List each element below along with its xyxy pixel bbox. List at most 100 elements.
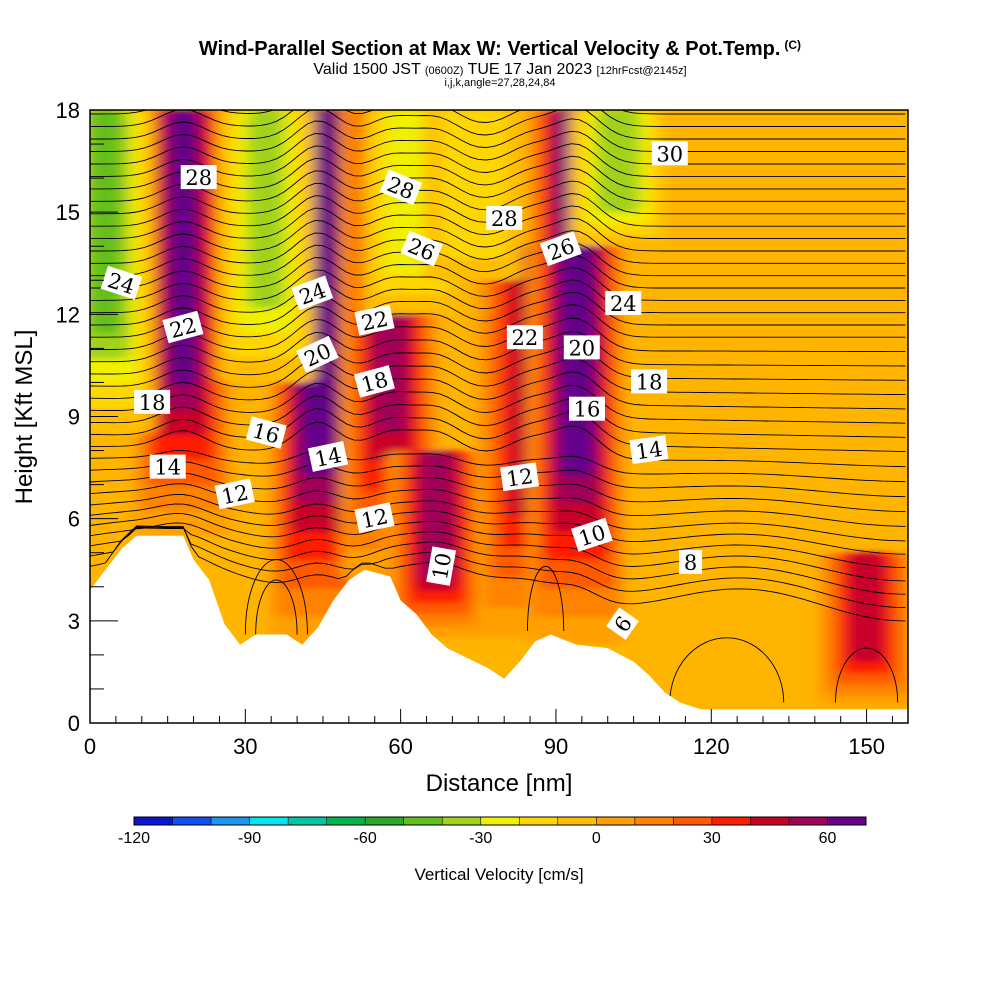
- colorbar-title: Vertical Velocity [cm/s]: [414, 865, 583, 884]
- contour-label: 14: [149, 454, 186, 480]
- contour-label-text: 14: [154, 456, 181, 480]
- contour-label-box: [569, 396, 605, 421]
- downdraft-column: [216, 110, 316, 383]
- contour-label-text: 8: [684, 551, 697, 575]
- contour-label: 18: [631, 369, 668, 394]
- contour-label: 18: [134, 389, 171, 415]
- contour-label-box: [400, 230, 443, 267]
- y-tick-label: 18: [56, 98, 80, 123]
- isentrope-loop: [669, 637, 785, 703]
- contour-label-text: 10: [428, 551, 456, 581]
- contour-label-box: [563, 335, 600, 360]
- isentrope: [90, 522, 906, 582]
- contour-label-box: [486, 206, 523, 230]
- contour-label-box: [149, 454, 186, 479]
- colorbar-swatch: [288, 817, 328, 825]
- contour-label: 12: [500, 462, 540, 492]
- contour-label-box: [605, 291, 642, 316]
- chart-title-text: Wind-Parallel Section at Max W: Vertical…: [198, 38, 781, 60]
- contour-label: 18: [353, 365, 395, 398]
- contour-label-text: 28: [185, 166, 212, 190]
- colorbar-swatch: [211, 817, 251, 825]
- contour-label: 30: [651, 141, 688, 166]
- x-tick-label: 90: [544, 734, 568, 759]
- contour-label: 14: [629, 435, 669, 464]
- x-tick-label: 0: [84, 734, 96, 759]
- isentrope-loop: [255, 579, 298, 635]
- contour-label-box: [506, 325, 543, 350]
- isentrope: [90, 382, 906, 424]
- colorbar: -120 -90 -60 -30 0 30 60: [118, 816, 867, 847]
- colorbar-swatch: [326, 817, 366, 825]
- colorbar-swatch: [172, 817, 212, 825]
- isentrope: [90, 118, 906, 152]
- y-tick-label: 0: [68, 711, 80, 736]
- contour-label-box: [631, 369, 668, 394]
- contour-label-box: [426, 546, 457, 586]
- terrain: [90, 535, 908, 723]
- grid-indices: i,j,k,angle=27,28,24,84: [444, 77, 556, 89]
- isentrope: [90, 168, 906, 202]
- valid-utc: (0600Z): [424, 65, 464, 77]
- contour-label: 12: [354, 502, 395, 533]
- contour-label-box: [291, 275, 334, 311]
- downdraft-band: [440, 110, 506, 259]
- chart-subtitle: Valid 1500 JST (0600Z) TUE 17 Jan 2023 […: [0, 61, 1000, 79]
- colorbar-tick-label: -90: [238, 830, 261, 847]
- contour-label-text: 24: [610, 292, 637, 316]
- isentrope: [90, 130, 906, 165]
- contour-label: 20: [563, 335, 600, 360]
- contour-label: 14: [307, 440, 349, 472]
- colorbar-swatch: [634, 817, 674, 825]
- contour-label-text: 20: [568, 336, 595, 360]
- contour-label-box: [162, 310, 204, 344]
- isentrope: [90, 370, 906, 410]
- isentrope: [90, 155, 906, 190]
- isentrope: [90, 525, 906, 622]
- contour-label-box: [629, 435, 669, 464]
- isentrope: [90, 421, 906, 468]
- downdraft-column: [90, 110, 155, 434]
- contour-label-box: [295, 335, 339, 373]
- colorbar-tick-label: -120: [118, 830, 150, 847]
- isentrope: [90, 331, 906, 367]
- contour-label-text: 12: [505, 464, 535, 491]
- colorbar-swatch: [596, 817, 636, 825]
- contour-label-text: 22: [359, 307, 390, 336]
- updraft-band: [420, 450, 454, 580]
- y-axis-title: Height [Kft MSL]: [11, 330, 38, 505]
- x-tick-label: 60: [388, 734, 412, 759]
- isentrope: [90, 69, 905, 102]
- colorbar-swatch: [557, 817, 597, 825]
- contour-label-box: [245, 416, 287, 449]
- colorbar-swatch: [788, 817, 828, 825]
- isentrope: [90, 408, 906, 453]
- contour-label-text: 28: [491, 207, 518, 231]
- colorbar-swatch: [134, 817, 174, 825]
- colorbar-tick-label: 30: [703, 830, 721, 847]
- contour-label: 10: [426, 546, 457, 586]
- theta-contours: [90, 69, 906, 703]
- x-tick-label: 30: [233, 734, 257, 759]
- x-axis: 0 30 60 90 120 150: [84, 709, 893, 759]
- updraft-band: [848, 552, 885, 663]
- colorbar-frame: [133, 816, 867, 826]
- chart-title: Wind-Parallel Section at Max W: Vertical…: [0, 38, 1000, 61]
- isentrope: [90, 254, 906, 289]
- contour-label-text: 12: [359, 504, 390, 533]
- contour-label-text: 14: [313, 443, 344, 472]
- isentrope: [90, 110, 906, 140]
- contour-label-box: [307, 440, 349, 472]
- colorbar-swatch: [249, 817, 289, 825]
- contour-label-box: [571, 517, 613, 552]
- contour-label: 28: [486, 206, 523, 231]
- isentrope: [90, 267, 906, 301]
- colorbar-swatch: [827, 817, 867, 825]
- isentrope: [90, 279, 906, 314]
- isentrope: [90, 357, 906, 396]
- downdraft-band: [248, 110, 284, 309]
- velocity-field: [90, 110, 908, 706]
- isentrope: [90, 110, 906, 127]
